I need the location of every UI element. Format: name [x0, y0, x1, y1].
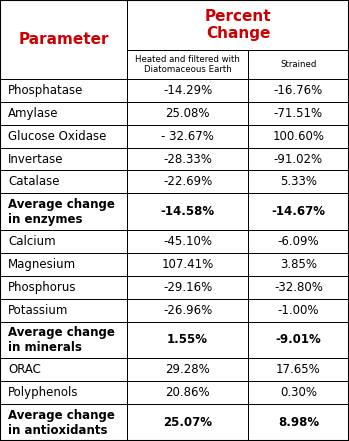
Bar: [0, 359, 127, 381]
Bar: [0, 193, 127, 230]
Text: Catalase: Catalase: [8, 176, 59, 188]
Bar: [248, 102, 349, 125]
Bar: [0, 230, 127, 253]
Text: 8.98%: 8.98%: [278, 416, 319, 429]
Bar: [127, 170, 248, 193]
Bar: [0, 276, 127, 299]
Text: 3.85%: 3.85%: [280, 258, 317, 271]
Text: Percent
Change: Percent Change: [205, 9, 272, 41]
Text: Average change
in minerals: Average change in minerals: [8, 326, 115, 354]
Text: Phosphorus: Phosphorus: [8, 281, 76, 294]
Text: ORAC: ORAC: [8, 363, 41, 376]
Bar: [248, 125, 349, 148]
Bar: [0, 148, 127, 170]
Text: 107.41%: 107.41%: [162, 258, 214, 271]
Text: Glucose Oxidase: Glucose Oxidase: [8, 130, 106, 143]
Text: 29.28%: 29.28%: [165, 363, 210, 376]
Text: -22.69%: -22.69%: [163, 176, 212, 188]
Text: - 32.67%: - 32.67%: [161, 130, 214, 143]
Text: 0.30%: 0.30%: [280, 386, 317, 399]
Bar: [0, 253, 127, 276]
Text: -45.10%: -45.10%: [163, 235, 212, 248]
Bar: [0, 125, 127, 148]
Bar: [0, 79, 127, 102]
Bar: [127, 0, 349, 50]
Bar: [0, 381, 127, 404]
Text: Phosphatase: Phosphatase: [8, 84, 83, 97]
Text: Invertase: Invertase: [8, 153, 64, 165]
Text: Strained: Strained: [280, 60, 317, 69]
Bar: [248, 193, 349, 230]
Bar: [248, 321, 349, 359]
Bar: [248, 276, 349, 299]
Bar: [127, 404, 248, 441]
Text: 25.07%: 25.07%: [163, 416, 212, 429]
Bar: [248, 359, 349, 381]
Text: Average change
in enzymes: Average change in enzymes: [8, 198, 115, 226]
Text: -14.67%: -14.67%: [272, 205, 325, 218]
Bar: [127, 253, 248, 276]
Text: 20.86%: 20.86%: [165, 386, 210, 399]
Text: Polyphenols: Polyphenols: [8, 386, 79, 399]
Bar: [0, 0, 127, 79]
Text: Potassium: Potassium: [8, 303, 68, 317]
Bar: [127, 230, 248, 253]
Bar: [127, 359, 248, 381]
Text: 25.08%: 25.08%: [165, 107, 210, 120]
Bar: [248, 148, 349, 170]
Text: -71.51%: -71.51%: [274, 107, 323, 120]
Text: -32.80%: -32.80%: [274, 281, 323, 294]
Text: Magnesium: Magnesium: [8, 258, 76, 271]
Bar: [248, 79, 349, 102]
Bar: [248, 381, 349, 404]
Bar: [248, 299, 349, 321]
Text: -29.16%: -29.16%: [163, 281, 212, 294]
Text: -1.00%: -1.00%: [278, 303, 319, 317]
Bar: [248, 170, 349, 193]
Bar: [248, 230, 349, 253]
Bar: [0, 299, 127, 321]
Bar: [127, 193, 248, 230]
Text: 1.55%: 1.55%: [167, 333, 208, 347]
Text: -26.96%: -26.96%: [163, 303, 212, 317]
Text: Parameter: Parameter: [18, 32, 109, 47]
Bar: [248, 50, 349, 79]
Text: Amylase: Amylase: [8, 107, 59, 120]
Text: -9.01%: -9.01%: [275, 333, 321, 347]
Text: Heated and filtered with
Diatomaceous Earth: Heated and filtered with Diatomaceous Ea…: [135, 55, 240, 74]
Bar: [248, 404, 349, 441]
Text: -6.09%: -6.09%: [277, 235, 319, 248]
Text: -91.02%: -91.02%: [274, 153, 323, 165]
Bar: [127, 299, 248, 321]
Text: Average change
in antioxidants: Average change in antioxidants: [8, 408, 115, 437]
Bar: [127, 321, 248, 359]
Bar: [127, 102, 248, 125]
Text: -14.29%: -14.29%: [163, 84, 212, 97]
Text: -16.76%: -16.76%: [274, 84, 323, 97]
Text: 5.33%: 5.33%: [280, 176, 317, 188]
Bar: [127, 381, 248, 404]
Bar: [127, 125, 248, 148]
Text: 100.60%: 100.60%: [273, 130, 324, 143]
Bar: [127, 79, 248, 102]
Bar: [127, 50, 248, 79]
Text: -28.33%: -28.33%: [163, 153, 212, 165]
Text: 17.65%: 17.65%: [276, 363, 321, 376]
Bar: [127, 148, 248, 170]
Text: -14.58%: -14.58%: [161, 205, 215, 218]
Bar: [0, 404, 127, 441]
Bar: [0, 170, 127, 193]
Bar: [127, 276, 248, 299]
Bar: [0, 321, 127, 359]
Bar: [0, 102, 127, 125]
Bar: [248, 253, 349, 276]
Text: Calcium: Calcium: [8, 235, 55, 248]
